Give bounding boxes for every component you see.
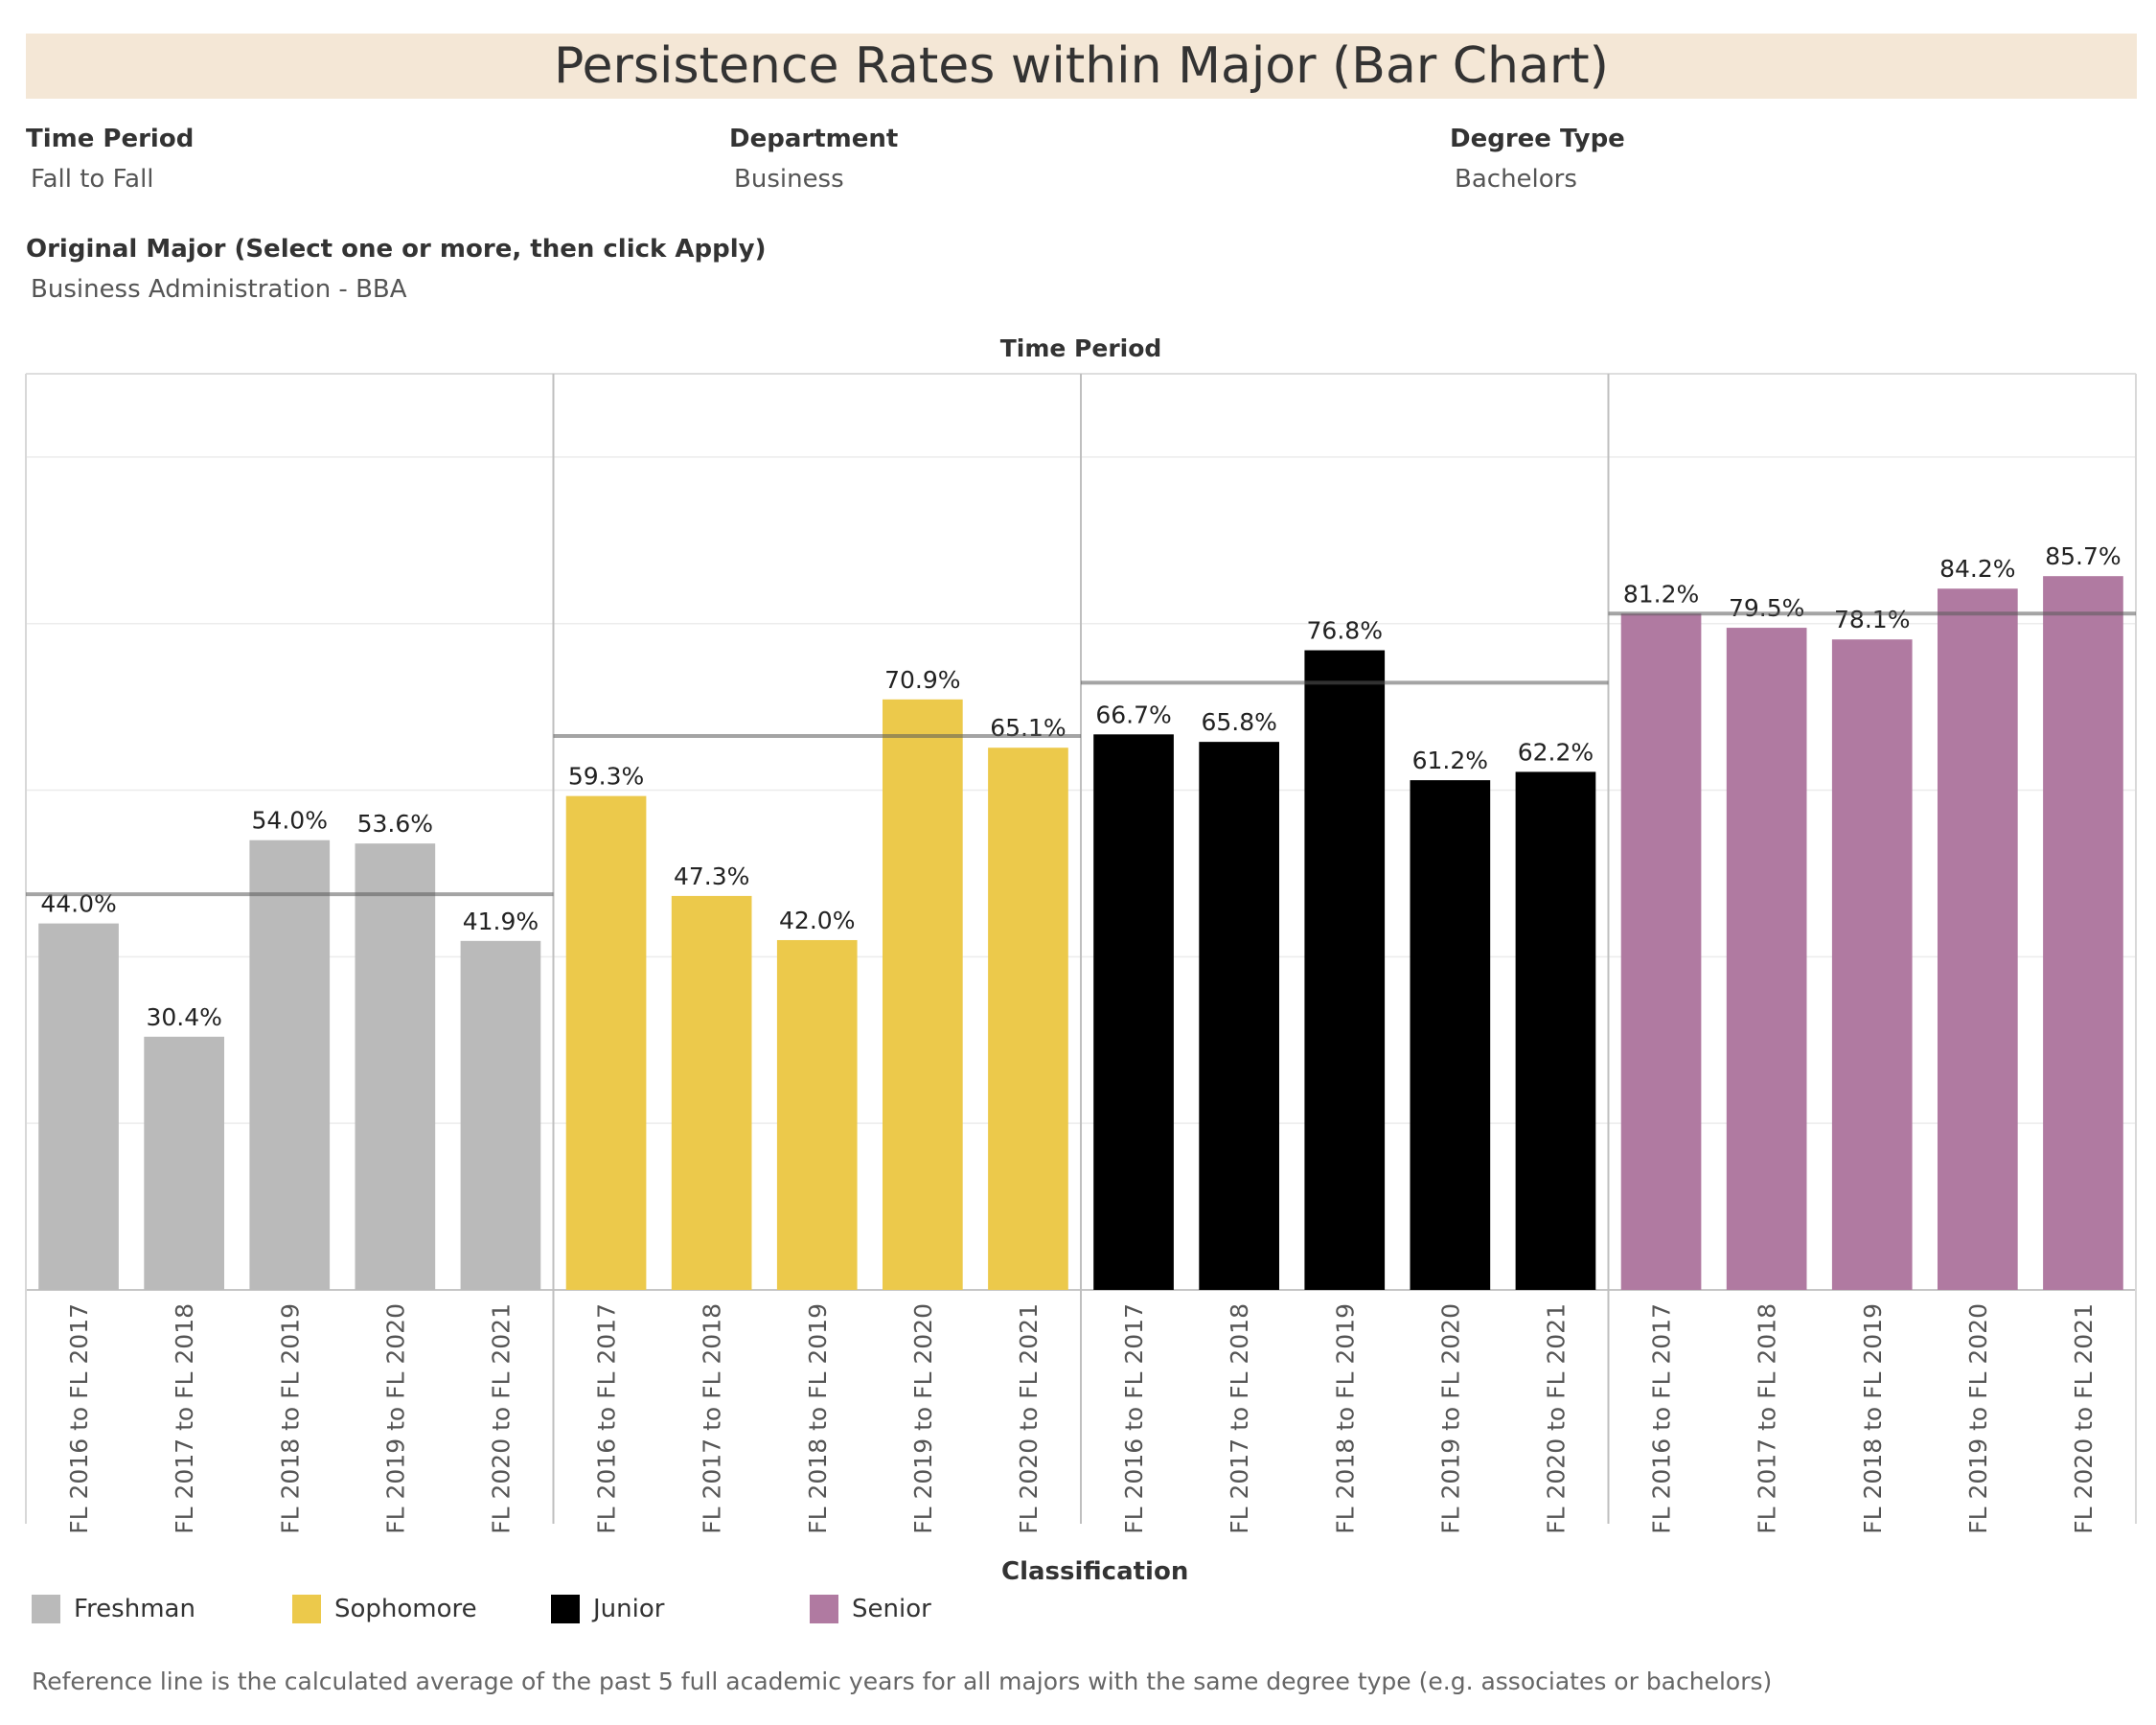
legend-title: Classification [1001,1557,1189,1586]
data-label: 54.0% [252,807,328,835]
bar [776,939,858,1290]
bar [1410,780,1491,1290]
bar [1726,628,1807,1290]
filter-value[interactable]: Fall to Fall [31,165,154,194]
filter-degree-type[interactable]: Degree Type Bachelors [1450,125,1625,194]
filter-label: Degree Type [1450,125,1625,153]
x-tick-label: FL 2017 to FL 2018 [1754,1303,1781,1534]
x-tick-label: FL 2017 to FL 2018 [1226,1303,1253,1534]
bar [883,699,963,1290]
data-label: 70.9% [884,666,960,694]
x-tick-label: FL 2017 to FL 2018 [699,1303,726,1534]
legend-item-senior[interactable]: Senior [810,1595,931,1623]
bar [2043,576,2123,1290]
title-bar: Persistence Rates within Major (Bar Char… [26,34,2137,99]
filter-original-major[interactable]: Original Major (Select one or more, then… [26,235,766,304]
bar [1304,650,1386,1290]
bar [355,843,436,1290]
data-label: 85.7% [2045,542,2121,570]
bar [144,1036,224,1290]
x-tick-label: FL 2016 to FL 2017 [65,1303,93,1534]
x-tick-label: FL 2019 to FL 2020 [909,1303,937,1534]
bar [1515,771,1596,1290]
x-tick-label: FL 2016 to FL 2017 [1120,1303,1148,1534]
page-title: Persistence Rates within Major (Bar Char… [554,37,1609,95]
bar [988,748,1068,1290]
legend-label: Freshman [74,1595,195,1623]
x-tick-label: FL 2020 to FL 2021 [2070,1303,2098,1534]
filter-label: Department [729,125,899,153]
x-tick-label: FL 2018 to FL 2019 [1859,1303,1887,1534]
data-label: 79.5% [1729,594,1804,622]
data-label: 76.8% [1307,617,1383,645]
legend-swatch [292,1595,321,1623]
data-label: 59.3% [568,763,644,791]
bar [1093,734,1174,1290]
data-label: 30.4% [146,1003,221,1031]
bar [249,840,331,1290]
bar [565,795,647,1290]
x-tick-label: FL 2019 to FL 2020 [1964,1303,1992,1534]
x-tick-label: FL 2020 to FL 2021 [1542,1303,1570,1534]
legend-item-freshman[interactable]: Freshman [32,1595,195,1623]
x-tick-label: FL 2020 to FL 2021 [487,1303,515,1534]
data-label: 78.1% [1834,606,1910,633]
filter-label: Time Period [26,125,195,153]
legend-swatch [810,1595,838,1623]
data-label: 53.6% [357,810,433,838]
legend-label: Sophomore [334,1595,477,1623]
chart-title: Time Period [1000,334,1162,362]
x-tick-label: FL 2017 to FL 2018 [171,1303,198,1534]
data-label: 66.7% [1095,701,1171,728]
data-label: 42.0% [779,907,855,934]
x-tick-label: FL 2018 to FL 2019 [276,1303,304,1534]
legend-swatch [32,1595,60,1623]
bar [38,923,119,1290]
bar [1831,639,1913,1290]
bar [460,940,541,1290]
bar [671,895,752,1290]
filter-value[interactable]: Business Administration - BBA [31,275,407,304]
legend-label: Senior [852,1595,931,1623]
filter-value[interactable]: Bachelors [1455,165,1577,194]
legend-label: Junior [593,1595,665,1623]
bar [1620,613,1702,1290]
filter-value[interactable]: Business [734,165,844,194]
footnote: Reference line is the calculated average… [32,1668,1773,1695]
x-tick-label: FL 2019 to FL 2020 [381,1303,409,1534]
data-label: 61.2% [1412,747,1488,774]
x-tick-label: FL 2016 to FL 2017 [593,1303,621,1534]
data-label: 81.2% [1623,580,1699,608]
x-tick-label: FL 2018 to FL 2019 [804,1303,832,1534]
legend-item-junior[interactable]: Junior [551,1595,664,1623]
data-label: 84.2% [1939,555,2015,583]
data-label: 62.2% [1518,738,1594,766]
filter-time-period[interactable]: Time Period Fall to Fall [26,125,194,194]
x-tick-label: FL 2018 to FL 2019 [1331,1303,1359,1534]
data-label: 47.3% [674,862,749,890]
bar [1199,742,1279,1290]
bar [1938,588,2018,1290]
filter-department[interactable]: Department Business [729,125,898,194]
data-label: 65.8% [1201,708,1276,736]
legend-swatch [551,1595,580,1623]
x-tick-label: FL 2019 to FL 2020 [1436,1303,1464,1534]
filter-label: Original Major (Select one or more, then… [26,235,767,264]
data-label: 41.9% [463,908,539,935]
x-tick-label: FL 2016 to FL 2017 [1648,1303,1676,1534]
x-tick-label: FL 2020 to FL 2021 [1015,1303,1043,1534]
legend-item-sophomore[interactable]: Sophomore [292,1595,477,1623]
